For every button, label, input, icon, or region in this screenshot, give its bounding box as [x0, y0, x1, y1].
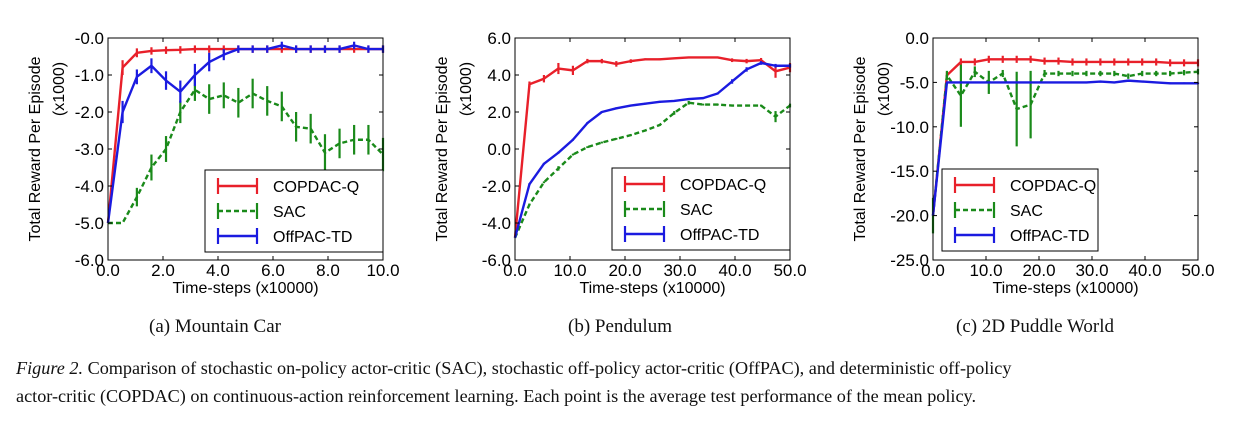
y-tick-label: -6.0 — [482, 251, 511, 270]
y-axis-label: Total Reward Per Episode — [27, 56, 44, 241]
legend: COPDAC-Q SAC OffPAC-TD — [611, 167, 791, 251]
legend-label: COPDAC-Q — [1010, 178, 1096, 195]
series-line — [108, 88, 384, 225]
legend-label: COPDAC-Q — [273, 179, 359, 196]
y-tick-label: -5.0 — [75, 214, 104, 233]
series-line — [931, 58, 1198, 216]
series-offpac-td — [106, 41, 385, 224]
legend-label: SAC — [1010, 203, 1043, 220]
x-tick-label: 0.0 — [96, 261, 120, 280]
y-tick-label: -5.0 — [900, 73, 929, 92]
legend-label: OffPAC-TD — [1010, 228, 1089, 245]
x-tick-label: 6.0 — [261, 261, 285, 280]
caption-line-1: Figure 2. Comparison of stochastic on-po… — [16, 358, 1011, 379]
x-tick-label: 10.0 — [366, 261, 399, 280]
y-tick-label: 0.0 — [487, 140, 511, 159]
x-axis-label: Time-steps (x10000) — [579, 280, 725, 297]
y-axis-label: Total Reward Per Episode — [852, 56, 869, 241]
legend-item: SAC — [216, 203, 306, 221]
y-axis-unit: (x1000) — [51, 62, 68, 116]
caption-text-1: Comparison of stochastic on-policy actor… — [87, 358, 1012, 378]
y-tick-label: 6.0 — [487, 29, 511, 48]
y-tick-label: -1.0 — [75, 66, 104, 85]
figure: -6.0 -5.0 -4.0 -3.0 -2.0 -1.0 -0.0 0.0 2.0 4.0 6.0… — [27, 29, 1215, 297]
chart-1: -6.0 -5.0 -4.0 -3.0 -2.0 -1.0 -0.0 0.0 2.0 4.0 6.0… — [27, 29, 400, 297]
legend: COPDAC-Q SAC OffPAC-TD — [204, 169, 384, 253]
x-tick-label: 0.0 — [921, 261, 945, 280]
series-offpac-td — [513, 61, 792, 239]
series-offpac-td — [931, 79, 1200, 216]
series-line — [106, 44, 383, 224]
series-copdac-q — [513, 56, 792, 238]
x-tick-label: 20.0 — [1022, 261, 1055, 280]
y-tick-label: 0.0 — [905, 29, 929, 48]
legend-item: COPDAC-Q — [216, 178, 359, 196]
y-tick-label: 2.0 — [487, 103, 511, 122]
chart-3: -25.0 -20.0 -15.0 -10.0 -5.0 0.0 0.0 10.0 20.0 30… — [852, 29, 1215, 297]
y-tick-label: -4.0 — [482, 214, 511, 233]
legend-item: OffPAC-TD — [953, 227, 1089, 245]
y-axis-unit: (x1000) — [876, 62, 893, 116]
legend-label: COPDAC-Q — [680, 177, 766, 194]
x-tick-label: 10.0 — [969, 261, 1002, 280]
legend-label: SAC — [273, 204, 306, 221]
series-line — [931, 70, 1199, 216]
legend-box — [941, 168, 1099, 252]
x-tick-label: 30.0 — [1075, 261, 1108, 280]
y-tick-label: -20.0 — [890, 207, 929, 226]
subcaption-a: (a) Mountain Car — [149, 316, 281, 337]
x-tick-label: 4.0 — [206, 261, 230, 280]
x-tick-label: 8.0 — [316, 261, 340, 280]
x-tick-label: 50.0 — [1181, 261, 1214, 280]
series-copdac-q — [931, 55, 1200, 216]
x-tick-label: 2.0 — [151, 261, 175, 280]
legend-item: OffPAC-TD — [623, 226, 759, 244]
y-tick-label: 4.0 — [487, 66, 511, 85]
x-tick-label: 0.0 — [503, 261, 527, 280]
series-line — [513, 101, 791, 239]
y-tick-label: -6.0 — [75, 251, 104, 270]
x-tick-label: 30.0 — [663, 261, 696, 280]
y-axis-label: Total Reward Per Episode — [434, 56, 451, 241]
subcaption-c: (c) 2D Puddle World — [955, 316, 1115, 337]
y-axis-unit: (x1000) — [458, 62, 475, 116]
series-line — [513, 61, 790, 239]
x-tick-label: 20.0 — [608, 261, 641, 280]
legend-item: SAC — [623, 201, 713, 219]
chart-2: -6.0 -4.0 -2.0 0.0 2.0 4.0 6.0 0.0 10.0 20.0 30.0 4… — [434, 29, 807, 297]
y-tick-label: -25.0 — [890, 251, 929, 270]
x-tick-label: 40.0 — [718, 261, 751, 280]
legend-label: OffPAC-TD — [273, 229, 352, 246]
series-line — [931, 79, 1198, 216]
y-tick-label: -15.0 — [890, 162, 929, 181]
y-tick-label: -4.0 — [75, 177, 104, 196]
legend-item: COPDAC-Q — [953, 177, 1096, 195]
legend-label: SAC — [680, 202, 713, 219]
legend-item: OffPAC-TD — [216, 228, 352, 246]
caption-line-2: actor-critic (COPDAC) on continuous-acti… — [16, 386, 977, 406]
plot-frame — [932, 37, 1199, 261]
legend-label: OffPAC-TD — [680, 227, 759, 244]
subcaption-b: (b) Pendulum — [568, 316, 672, 337]
series-line — [513, 56, 791, 238]
y-tick-label: -3.0 — [75, 140, 104, 159]
y-tick-label: -0.0 — [75, 29, 104, 48]
x-axis-label: Time-steps (x10000) — [992, 280, 1138, 297]
y-tick-label: -2.0 — [482, 177, 511, 196]
y-tick-label: -10.0 — [890, 118, 929, 137]
x-tick-label: 40.0 — [1128, 261, 1161, 280]
caption-label: Figure 2. — [16, 358, 84, 378]
x-tick-label: 10.0 — [553, 261, 586, 280]
x-axis-label: Time-steps (x10000) — [172, 280, 318, 297]
legend-item: SAC — [953, 202, 1043, 220]
legend: COPDAC-Q SAC OffPAC-TD — [941, 168, 1099, 252]
x-tick-label: 50.0 — [773, 261, 806, 280]
legend-item: COPDAC-Q — [623, 176, 766, 194]
y-tick-label: -2.0 — [75, 103, 104, 122]
